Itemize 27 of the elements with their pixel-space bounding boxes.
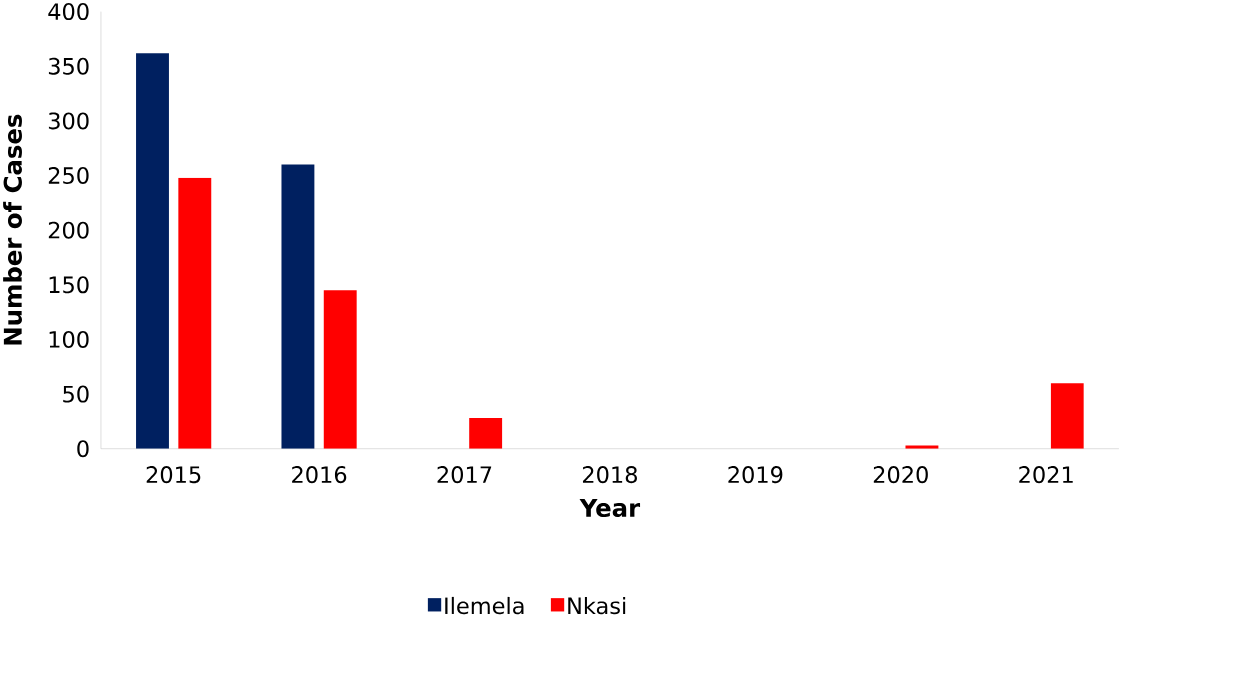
y-tick-label: 250 [48, 166, 89, 184]
x-axis-title: Year [579, 498, 641, 517]
y-tick-label: 350 [48, 57, 89, 75]
legend-label: Nkasi [568, 596, 626, 615]
y-tick-label: 50 [63, 385, 89, 403]
bar [323, 290, 357, 449]
x-tick-label: 2015 [146, 465, 201, 483]
x-tick-label: 2017 [437, 465, 492, 483]
x-tick-label: 2021 [1019, 465, 1073, 483]
x-tick-label: 2018 [582, 465, 637, 483]
y-tick-label: 150 [49, 276, 89, 294]
bar [281, 164, 315, 449]
y-tick-label: 0 [77, 440, 89, 458]
y-tick-label: 200 [48, 221, 89, 239]
x-tick-label: 2020 [873, 465, 928, 483]
bar [469, 417, 503, 449]
bar [178, 177, 212, 449]
bar [905, 445, 939, 449]
y-tick-label: 400 [48, 2, 89, 20]
x-tick-label: 2016 [292, 465, 347, 483]
legend-label: Ilemela [445, 596, 524, 615]
x-tick-label: 2019 [728, 465, 783, 483]
y-tick-label: 100 [49, 330, 89, 348]
bar [136, 52, 169, 449]
y-axis-title: Number of Cases [3, 114, 22, 345]
y-tick-label: 300 [48, 112, 89, 130]
bar [1050, 382, 1084, 449]
